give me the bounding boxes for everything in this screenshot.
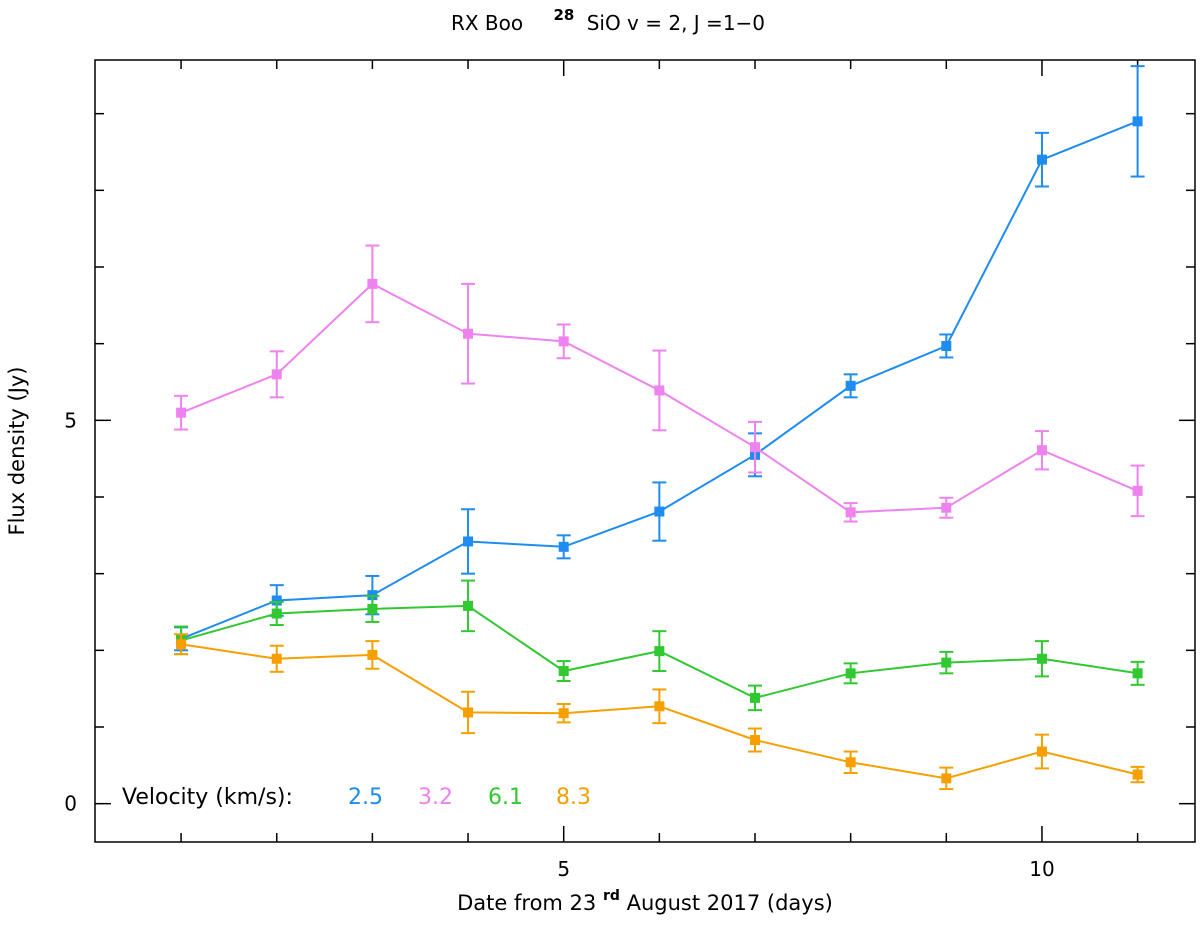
tick-labels: 5 10 0 5: [64, 408, 1054, 881]
data-point: [463, 328, 474, 339]
data-point: [1132, 116, 1143, 127]
data-point: [176, 407, 187, 418]
x-axis-label-after: August 2017 (days): [627, 891, 833, 915]
data-point: [654, 506, 665, 517]
series-layer: [174, 65, 1145, 791]
data-point: [750, 442, 760, 453]
data-point: [1036, 746, 1047, 757]
data-point: [271, 369, 282, 380]
data-point: [941, 773, 952, 784]
legend-entry-6-1: 6.1: [488, 785, 523, 810]
data-point: [558, 708, 569, 719]
data-point: [1036, 154, 1047, 165]
data-point: [463, 600, 474, 611]
plot-frame: [94, 59, 1196, 843]
data-point: [1132, 769, 1143, 780]
axis-ticks: [95, 60, 1195, 842]
y-tick-label: 5: [64, 408, 77, 432]
legend-label: Velocity (km/s):: [122, 785, 293, 810]
data-point: [271, 608, 282, 619]
data-point: [271, 653, 282, 664]
series-8-3: [174, 633, 1145, 791]
x-axis-label: Date from 23 rd August 2017 (days): [457, 881, 833, 915]
data-point: [1132, 668, 1143, 679]
series-6-1: [174, 579, 1145, 712]
chart-title-prefix: RX Boo: [451, 11, 523, 35]
legend: Velocity (km/s): 2.5 3.2 6.1 8.3: [122, 785, 591, 810]
data-point: [654, 701, 665, 712]
data-point: [750, 692, 760, 703]
legend-entry-8-3: 8.3: [556, 785, 591, 810]
data-point: [463, 707, 474, 718]
data-point: [558, 336, 569, 347]
data-point: [367, 603, 378, 614]
data-point: [845, 380, 856, 391]
x-tick-label: 10: [1029, 857, 1054, 881]
legend-entry-3-2: 3.2: [418, 785, 453, 810]
chart-title-rest: SiO v = 2, J =1−0: [587, 11, 765, 35]
data-point: [845, 507, 856, 518]
data-point: [845, 668, 856, 679]
x-axis-label-sup: rd: [603, 888, 620, 904]
data-point: [367, 649, 378, 660]
x-axis-label-before: Date from 23: [457, 891, 596, 915]
data-point: [558, 666, 569, 677]
data-point: [367, 278, 378, 289]
data-point: [654, 646, 665, 657]
data-point: [750, 735, 760, 746]
chart-title-isotope: 28: [553, 6, 574, 24]
data-point: [654, 385, 665, 396]
y-tick-label: 0: [64, 792, 77, 816]
series-3-2: [174, 244, 1145, 523]
data-point: [941, 502, 952, 513]
legend-entry-2-5: 2.5: [348, 785, 383, 810]
y-axis-label: Flux density (Jy): [5, 366, 29, 535]
data-point: [1036, 445, 1047, 456]
x-tick-label: 5: [557, 857, 570, 881]
data-point: [1132, 485, 1143, 496]
data-point: [463, 536, 474, 547]
data-point: [176, 639, 187, 650]
data-point: [941, 657, 952, 668]
data-point: [941, 340, 952, 351]
data-point: [271, 595, 282, 606]
data-point: [845, 757, 856, 768]
chart-title: RX Boo 28 SiO v = 2, J =1−0: [451, 1, 765, 35]
data-point: [1036, 653, 1047, 664]
data-point: [558, 541, 569, 552]
